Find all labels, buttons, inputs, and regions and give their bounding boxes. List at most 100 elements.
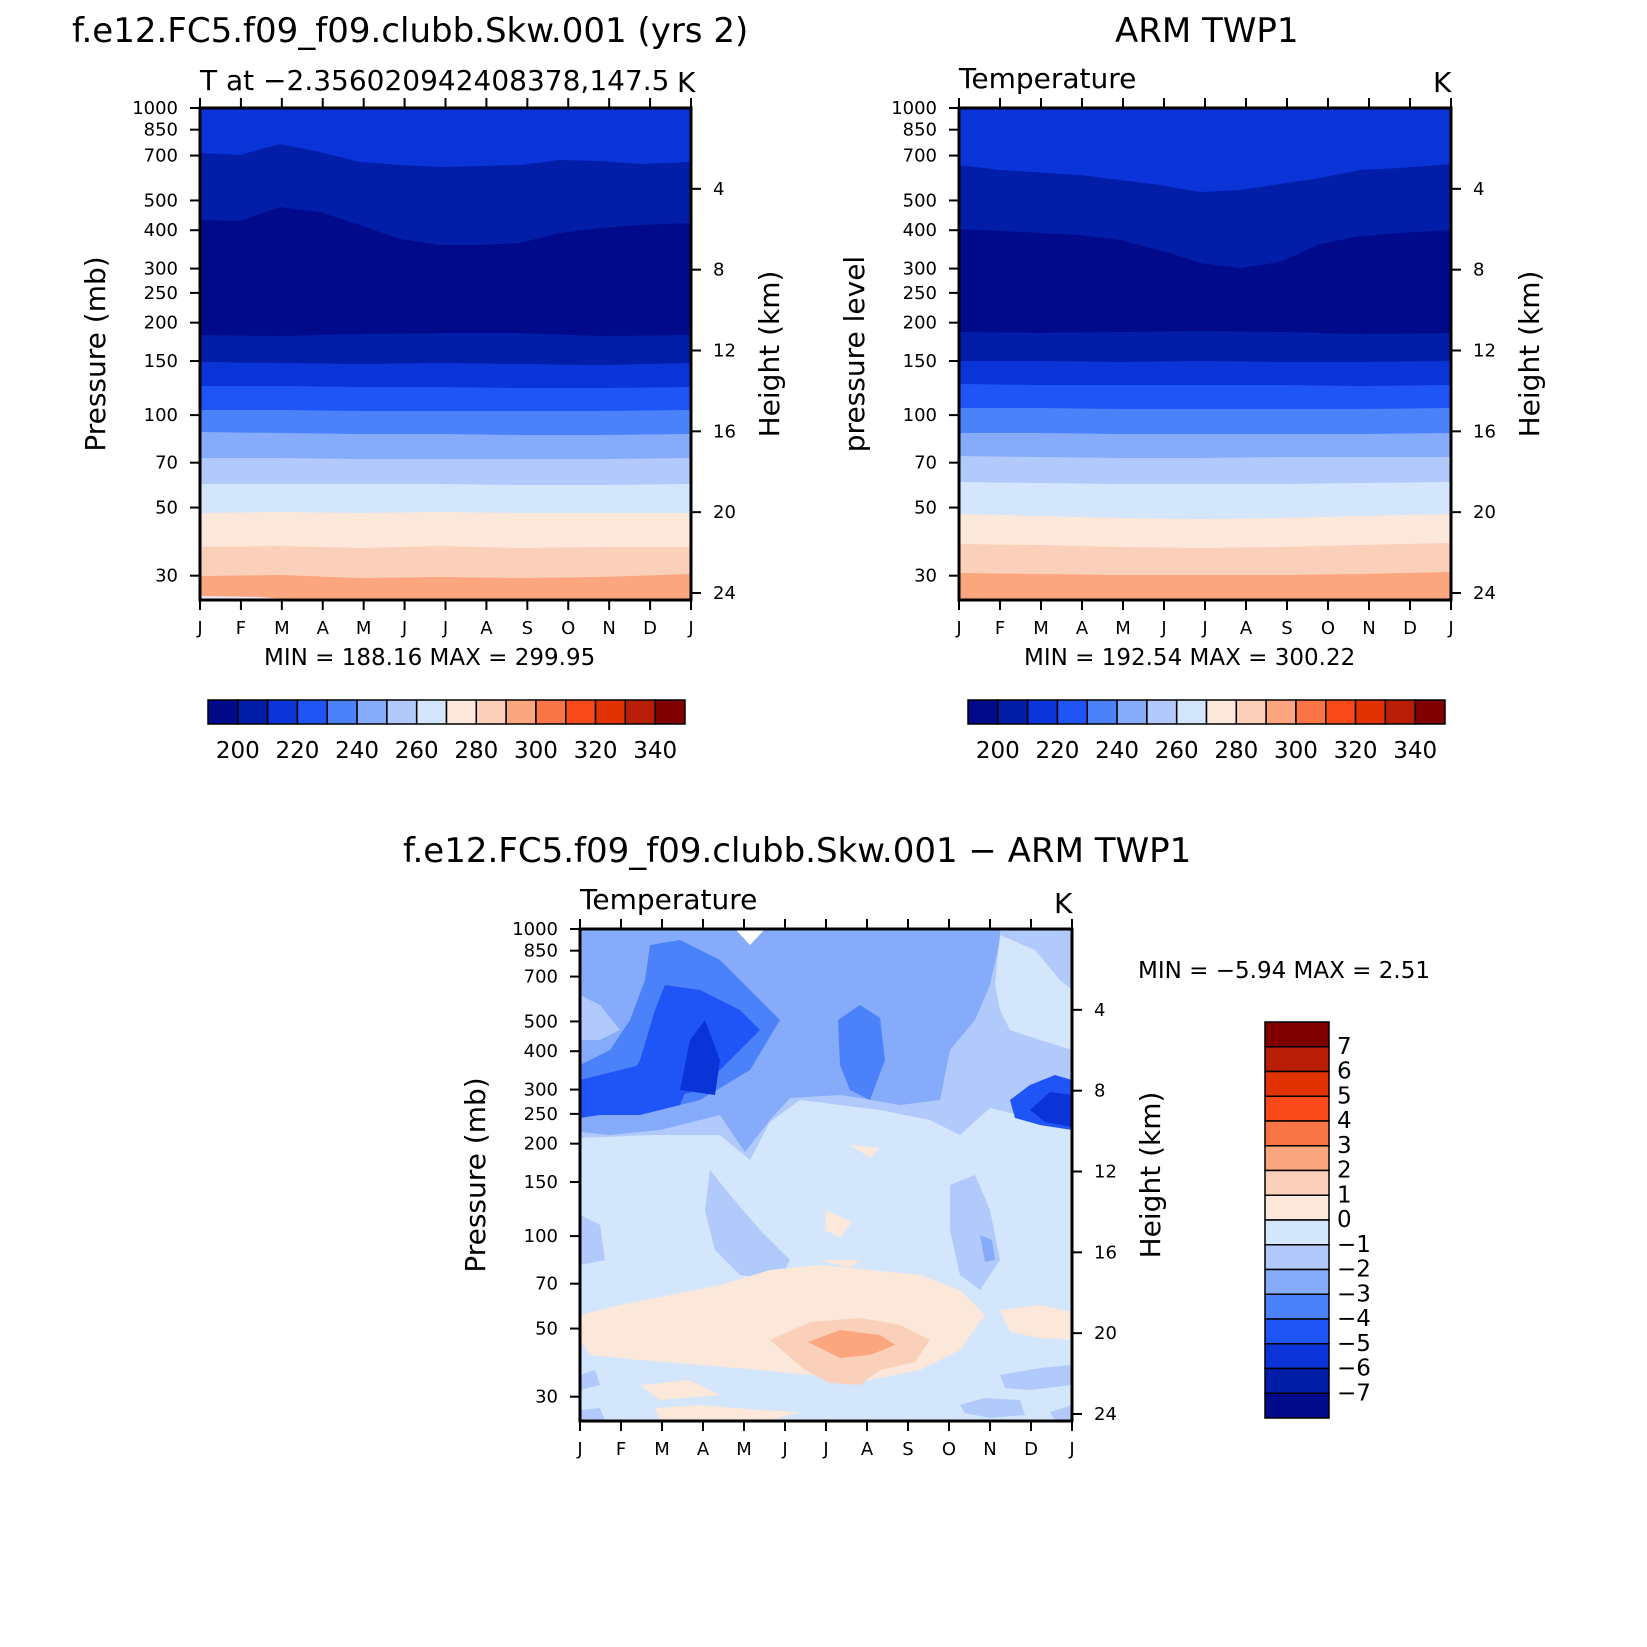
colorbar-swatch [1264,1343,1330,1370]
month-tick-label: N [1362,618,1375,639]
pressure-tick-label: 70 [155,453,178,474]
month-tick-label: D [1403,618,1417,639]
pressure-tick-label: 250 [524,1104,558,1125]
month-tick-label: J [401,618,407,639]
height-tick-label: 20 [1094,1323,1117,1344]
colorbar-label: 220 [275,738,319,764]
height-tick-label: 4 [713,179,724,200]
pressure-tick-label: 300 [144,259,178,280]
colorbar-swatch [1205,699,1238,725]
model-subtitle: T at −2.356020942408378,147.5 [199,64,670,97]
colorbar-swatch [296,699,328,725]
colorbar-swatch [1264,1169,1330,1196]
height-tick-label: 8 [1094,1081,1105,1102]
pressure-tick-label: 50 [155,498,178,519]
colorbar-swatch [997,699,1029,725]
colorbar-swatch [1265,699,1297,725]
colorbar-label: 3 [1337,1133,1352,1159]
colorbar-swatch [654,699,686,725]
month-tick-label: O [942,1439,956,1460]
obs-stats: MIN = 192.54 MAX = 300.22 [1024,645,1355,671]
diff-contour-field [580,929,1072,1421]
colorbar-label: 200 [216,738,260,764]
height-tick-label: 24 [713,583,736,604]
colorbar-swatch [505,699,537,725]
pressure-tick-label: 100 [903,405,937,426]
month-tick-label: S [902,1439,913,1460]
colorbar-swatch [1264,1021,1330,1048]
diff-axes: J F M A M J J A S O N D J 30 50 70 100 150 200 250 300 400 500… [459,919,1167,1460]
colorbar-label: 340 [1393,738,1437,764]
colorbar-swatch [624,699,656,725]
month-tick-label: M [1033,618,1049,639]
colorbar-swatch [1264,1268,1330,1295]
month-tick-label: M [274,618,290,639]
month-tick-label: J [576,1439,582,1460]
colorbar-label: 300 [1274,738,1318,764]
pressure-tick-label: 200 [903,313,937,334]
month-tick-label: A [480,618,493,639]
colorbar-swatch [445,699,478,725]
pressure-tick-label: 850 [524,941,558,962]
colorbar-label: 240 [335,738,379,764]
colorbar-swatch [1264,1046,1330,1073]
colorbar-label: 1 [1337,1182,1352,1208]
pressure-tick-label: 70 [914,453,937,474]
month-tick-label: F [995,618,1005,639]
colorbar-swatch [1264,1367,1330,1394]
colorbar-swatch [1175,699,1208,725]
height-tick-label: 12 [713,340,736,361]
pressure-tick-label: 50 [914,498,937,519]
y2-axis-label: Height (km) [1513,271,1546,438]
y-axis-label: Pressure (mb) [459,1077,492,1272]
height-tick-label: 16 [1473,421,1496,442]
height-tick-label: 24 [1094,1404,1117,1425]
colorbar-label: 7 [1337,1034,1352,1060]
pressure-tick-label: 400 [524,1041,558,1062]
colorbar-label: 4 [1337,1108,1352,1134]
pressure-tick-label: 1000 [512,919,558,940]
month-tick-label: J [1447,618,1453,639]
pressure-tick-label: 70 [535,1274,558,1295]
month-tick-label: J [781,1439,787,1460]
colorbar-swatch [1264,1194,1330,1221]
model-stats: MIN = 188.16 MAX = 299.95 [264,645,595,671]
colorbar-swatch [475,699,507,725]
y2-axis-label: Height (km) [1134,1092,1167,1259]
colorbar-label: −2 [1337,1257,1371,1283]
colorbar-swatch [207,699,239,725]
height-tick-label: 8 [713,260,724,281]
colorbar-swatch [1026,699,1059,725]
obs-colorbar: 200 220 240 260 280 300 320 340 [967,699,1446,764]
colorbar-swatch [1264,1120,1330,1147]
height-tick-label: 20 [713,502,736,523]
model-axes: J F M A M J J A S O N D J 30 50 70 100 150 200 250 300 400 500… [79,98,786,639]
pressure-tick-label: 200 [524,1134,558,1155]
month-tick-label: A [861,1439,874,1460]
colorbar-swatch [1325,699,1357,725]
height-tick-label: 20 [1473,502,1496,523]
pressure-tick-label: 200 [144,313,178,334]
colorbar-swatch [1384,699,1416,725]
colorbar-label: −7 [1337,1380,1371,1406]
y2-axis-label: Height (km) [753,271,786,438]
colorbar-swatch [1295,699,1327,725]
height-tick-label: 4 [1473,179,1484,200]
diff-subtitle: Temperature [579,883,757,916]
model-colorbar: 200 220 240 260 280 300 320 340 [207,699,686,764]
colorbar-label: 300 [514,738,558,764]
colorbar-swatch [356,699,388,725]
pressure-tick-label: 250 [903,283,937,304]
month-tick-label: D [1024,1439,1038,1460]
month-tick-label: J [196,618,202,639]
colorbar-swatch [1264,1070,1330,1097]
month-tick-label: O [561,618,575,639]
colorbar-label: −3 [1337,1281,1371,1307]
obs-title: ARM TWP1 [1115,11,1299,51]
colorbar-swatch [1146,699,1178,725]
pressure-tick-label: 1000 [891,98,937,119]
colorbar-swatch [1354,699,1387,725]
height-tick-label: 8 [1473,260,1484,281]
colorbar-label: 320 [1334,738,1378,764]
month-tick-label: M [356,618,372,639]
